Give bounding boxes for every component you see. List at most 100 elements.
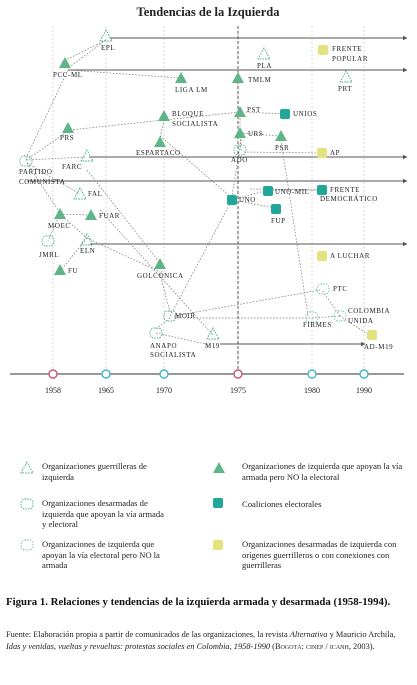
label-comunista: COMUNISTA: [19, 178, 65, 186]
year-marker-1980: [307, 369, 317, 379]
label-ap: AP: [330, 149, 340, 157]
label-uno-mil: UNO-MIL: [275, 188, 310, 196]
label-frente-popular: FRENTE: [332, 45, 362, 53]
source-suffix: (Bogotá: cinep / icanh, 2003).: [270, 642, 375, 651]
moir-node: [163, 310, 177, 322]
guerrilla-nodes: [73, 29, 353, 340]
label-unios: UNIOS: [293, 110, 317, 118]
legend-coalition-text: Coaliciones electorales: [242, 499, 322, 509]
legend-guerrilla-linked-text: Organizaciones desarmadas de izquierda c…: [242, 539, 397, 570]
label-fal: FAL: [88, 190, 103, 198]
label-bloque: BLOQUE: [172, 110, 204, 118]
label-uno: UNO: [239, 196, 256, 204]
year-label-1975: 1975: [230, 386, 246, 395]
dashed-triangle-icon: [20, 461, 34, 474]
label-psr: PSR: [275, 144, 289, 152]
source-magazine: Alternativa: [289, 630, 328, 639]
label-ad-m19: AD-M19: [364, 343, 393, 351]
label-golconica: GOLCÓNICA: [137, 272, 184, 280]
ado-node: [233, 144, 247, 156]
figure-source: Fuente: Elaboración propia a partir de c…: [6, 629, 411, 653]
electoral-only-nodes: [305, 283, 347, 323]
year-marker-1990: [359, 369, 369, 379]
moec-triangle: [54, 208, 66, 219]
prt-triangle: [339, 70, 353, 83]
label-m19: M19: [205, 342, 220, 350]
anapo-socialista-node: [149, 327, 163, 339]
year-label-1958: 1958: [45, 386, 61, 395]
year-marker-1965: [101, 369, 111, 379]
label-epl: EPL: [101, 44, 115, 52]
label-urs: URS: [248, 130, 263, 138]
label-ado: ADO: [231, 156, 248, 164]
armed-only-nodes: [54, 57, 287, 275]
pst-triangle: [234, 106, 246, 117]
ad-m19-node: [367, 330, 377, 340]
dotted-circle-icon: [20, 539, 34, 551]
legend-armed-electoral-text: Organizaciones desarmadas de izquierda q…: [42, 498, 164, 529]
legend-guerrilla-text: Organizaciones guerrilleras de izquierda: [42, 461, 147, 482]
relation-links: [25, 39, 373, 346]
eln-triangle: [80, 233, 94, 246]
trajectory-arrows: [27, 35, 408, 347]
uno-mil-node: [263, 186, 273, 196]
year-marker-1975: [233, 369, 243, 379]
fup-node: [271, 204, 281, 214]
firmes-node: [305, 311, 319, 323]
year-label-1965: 1965: [98, 386, 114, 395]
year-label-1990: 1990: [356, 386, 372, 395]
frente-popular-node: [318, 45, 328, 55]
label-tmlm: TMLM: [248, 76, 272, 84]
golconica-triangle: [154, 258, 166, 269]
unios-node: [280, 109, 290, 119]
year-gridlines: [52, 26, 365, 370]
tmlm-triangle: [232, 72, 244, 83]
relations-diagram: Tendencias de la Izquierda: [10, 5, 408, 395]
figure-caption: Figura 1. Relaciones y tendencias de la …: [6, 596, 391, 608]
coalition-nodes: [227, 109, 327, 214]
epl-triangle: [99, 29, 113, 42]
urs-triangle: [234, 127, 246, 138]
label-socialista: SOCIALISTA: [172, 120, 218, 128]
label-prt: PRT: [338, 85, 352, 93]
colombia-unida-node: [333, 310, 347, 322]
teal-square-icon: [213, 498, 223, 508]
label-moir: MOIR: [175, 312, 196, 320]
yellow-square-icon: [213, 540, 223, 550]
year-markers: [48, 369, 369, 379]
label-jmrl: JMRL: [39, 251, 59, 259]
label-a-luchar: A LUCHAR: [330, 252, 370, 260]
label-pst: PST: [247, 106, 261, 114]
label-anapo-socialista: SOCIALISTA: [150, 351, 196, 359]
label-ptc: PTC: [333, 285, 348, 293]
label-pla: PLA: [257, 62, 272, 70]
label-liga-lm: LIGA LM: [175, 86, 208, 94]
a-luchar-node: [317, 251, 327, 261]
jmrl-node: [41, 235, 55, 247]
label-anapo: ANAPO: [150, 342, 177, 350]
year-marker-1970: [159, 369, 169, 379]
prs-triangle: [62, 122, 74, 133]
ptc-node: [316, 283, 330, 295]
label-frente-popular-2: POPULAR: [332, 55, 368, 63]
filled-triangle-icon: [213, 462, 225, 473]
legend-armed-only-text: Organizaciones de izquierda que apoyan l…: [242, 461, 403, 482]
source-middle: y Mauricio Archila,: [327, 630, 396, 639]
label-fu: FU: [68, 267, 78, 275]
label-pcc-ml: PCC-ML: [53, 71, 83, 79]
pcc-ml-triangle: [59, 57, 71, 68]
uno-node: [227, 195, 237, 205]
diagram-title: Tendencias de la Izquierda: [137, 5, 281, 19]
frente-democratico-node: [317, 185, 327, 195]
bloque-socialista-triangle: [158, 110, 170, 121]
label-colombia: COLOMBIA: [348, 307, 390, 315]
year-label-1980: 1980: [304, 386, 320, 395]
label-frente: FRENTE: [330, 186, 360, 194]
label-moec: MOEC: [48, 222, 71, 230]
label-espartaco: ESPARTACO: [136, 149, 181, 157]
m19-triangle: [206, 327, 220, 340]
fal-triangle: [73, 187, 87, 200]
source-book: Idas y venidas, vueltas y revueltas: pro…: [6, 642, 271, 651]
year-marker-1958: [48, 369, 58, 379]
liga-lm-triangle: [175, 72, 187, 83]
